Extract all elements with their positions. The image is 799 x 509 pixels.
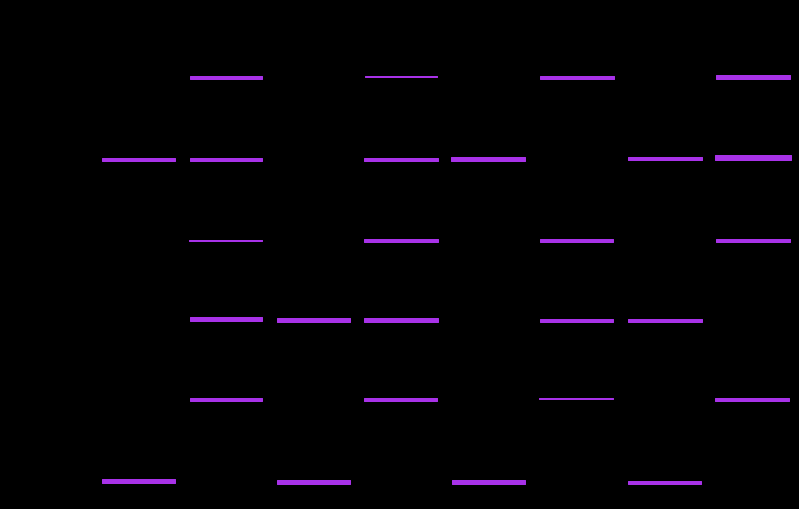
dash-marker-r1c8 — [716, 75, 791, 80]
dash-marker-r2c4 — [364, 158, 439, 162]
dash-marker-r5c6 — [539, 398, 614, 400]
dash-marker-r3c8 — [716, 239, 791, 243]
dash-marker-r3c4 — [364, 239, 439, 243]
dash-marker-r4c3 — [277, 318, 351, 323]
dash-marker-r2c5 — [451, 157, 526, 162]
dash-marker-r6c7 — [628, 481, 702, 485]
dash-marker-r5c4 — [364, 398, 438, 402]
dash-marker-r3c2 — [189, 240, 263, 242]
dash-marker-r5c8 — [715, 398, 790, 402]
dash-marker-r3c6 — [540, 239, 614, 243]
dash-marker-r1c4 — [365, 76, 438, 78]
dash-marker-r5c2 — [190, 398, 263, 402]
dash-marker-r1c6 — [540, 76, 615, 80]
dash-marker-r6c1 — [102, 479, 176, 484]
dash-marker-r6c3 — [277, 480, 351, 485]
dash-marker-r6c5 — [452, 480, 526, 485]
dash-marker-r2c1 — [102, 158, 176, 162]
dash-marker-r1c2 — [190, 76, 263, 80]
dash-marker-r4c6 — [540, 319, 614, 323]
dash-marker-r4c2 — [190, 317, 263, 322]
dash-marker-r2c7 — [628, 157, 703, 161]
dash-marker-r4c7 — [628, 319, 703, 323]
dash-marker-r2c8 — [715, 155, 792, 161]
dash-marker-r4c4 — [364, 318, 439, 323]
dash-marker-r2c2 — [190, 158, 263, 162]
